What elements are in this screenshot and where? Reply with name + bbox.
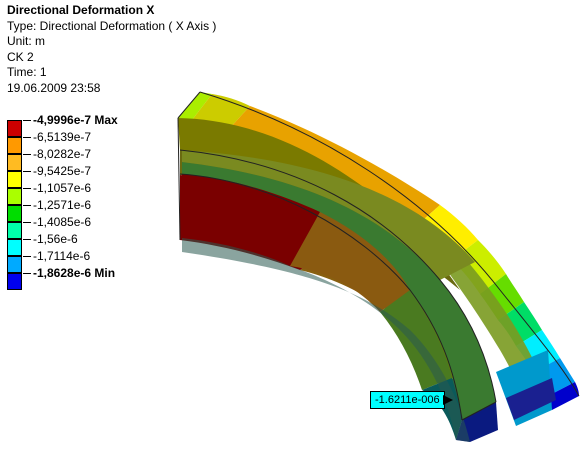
legend-label: -4,9996e-7 Max [33,113,118,127]
legend-swatch [7,205,22,222]
model-outline [177,91,580,421]
front-section [182,150,498,442]
legend-swatch [7,171,22,188]
legend-tick [23,239,31,240]
legend-swatch [7,137,22,154]
legend-tick [23,154,31,155]
probe-label[interactable]: -1.6211e-006 [370,391,445,409]
legend-tick [23,188,31,189]
legend-label: -1,56e-6 [33,232,78,246]
legend-tick [23,120,31,121]
result-ck: CK 2 [7,49,34,64]
result-date: 19.06.2009 23:58 [7,80,101,95]
legend-swatch [7,239,22,256]
legend-label: -1,7114e-6 [33,249,91,263]
legend-swatch [7,188,22,205]
legend-swatch [7,273,22,290]
result-time: Time: 1 [7,65,47,79]
legend-swatch [7,154,22,171]
result-unit: Unit: m [7,34,46,48]
legend-label: -1,4085e-6 [33,215,92,229]
legend-tick [23,171,31,172]
legend-swatch [7,256,22,273]
probe-pointer-icon [443,395,453,405]
legend-label: -1,8628e-6 Min [33,266,116,280]
legend-tick [23,222,31,223]
result-title: Directional Deformation X [7,3,155,17]
legend-label: -1,2571e-6 [33,198,92,212]
legend-tick [23,273,31,274]
legend-label: -9,5425e-7 [33,164,92,178]
color-legend[interactable]: -4,9996e-7 Max -6,5139e-7 -8,0282e-7 -9,542… [7,113,147,290]
legend-tick [23,137,31,138]
result-type: Type: Directional Deformation ( X Axis ) [7,18,217,33]
legend-tick [23,256,31,257]
outer-side-surface [414,228,556,426]
legend-label: -8,0282e-7 [33,147,92,161]
legend-tick [23,205,31,206]
legend-swatch [7,120,22,137]
legend-label: -6,5139e-7 [33,130,92,144]
legend-swatch [7,222,22,239]
result-info-panel: Directional Deformation X Type: Directio… [7,3,216,96]
legend-label: -1,1057e-6 [33,181,92,195]
